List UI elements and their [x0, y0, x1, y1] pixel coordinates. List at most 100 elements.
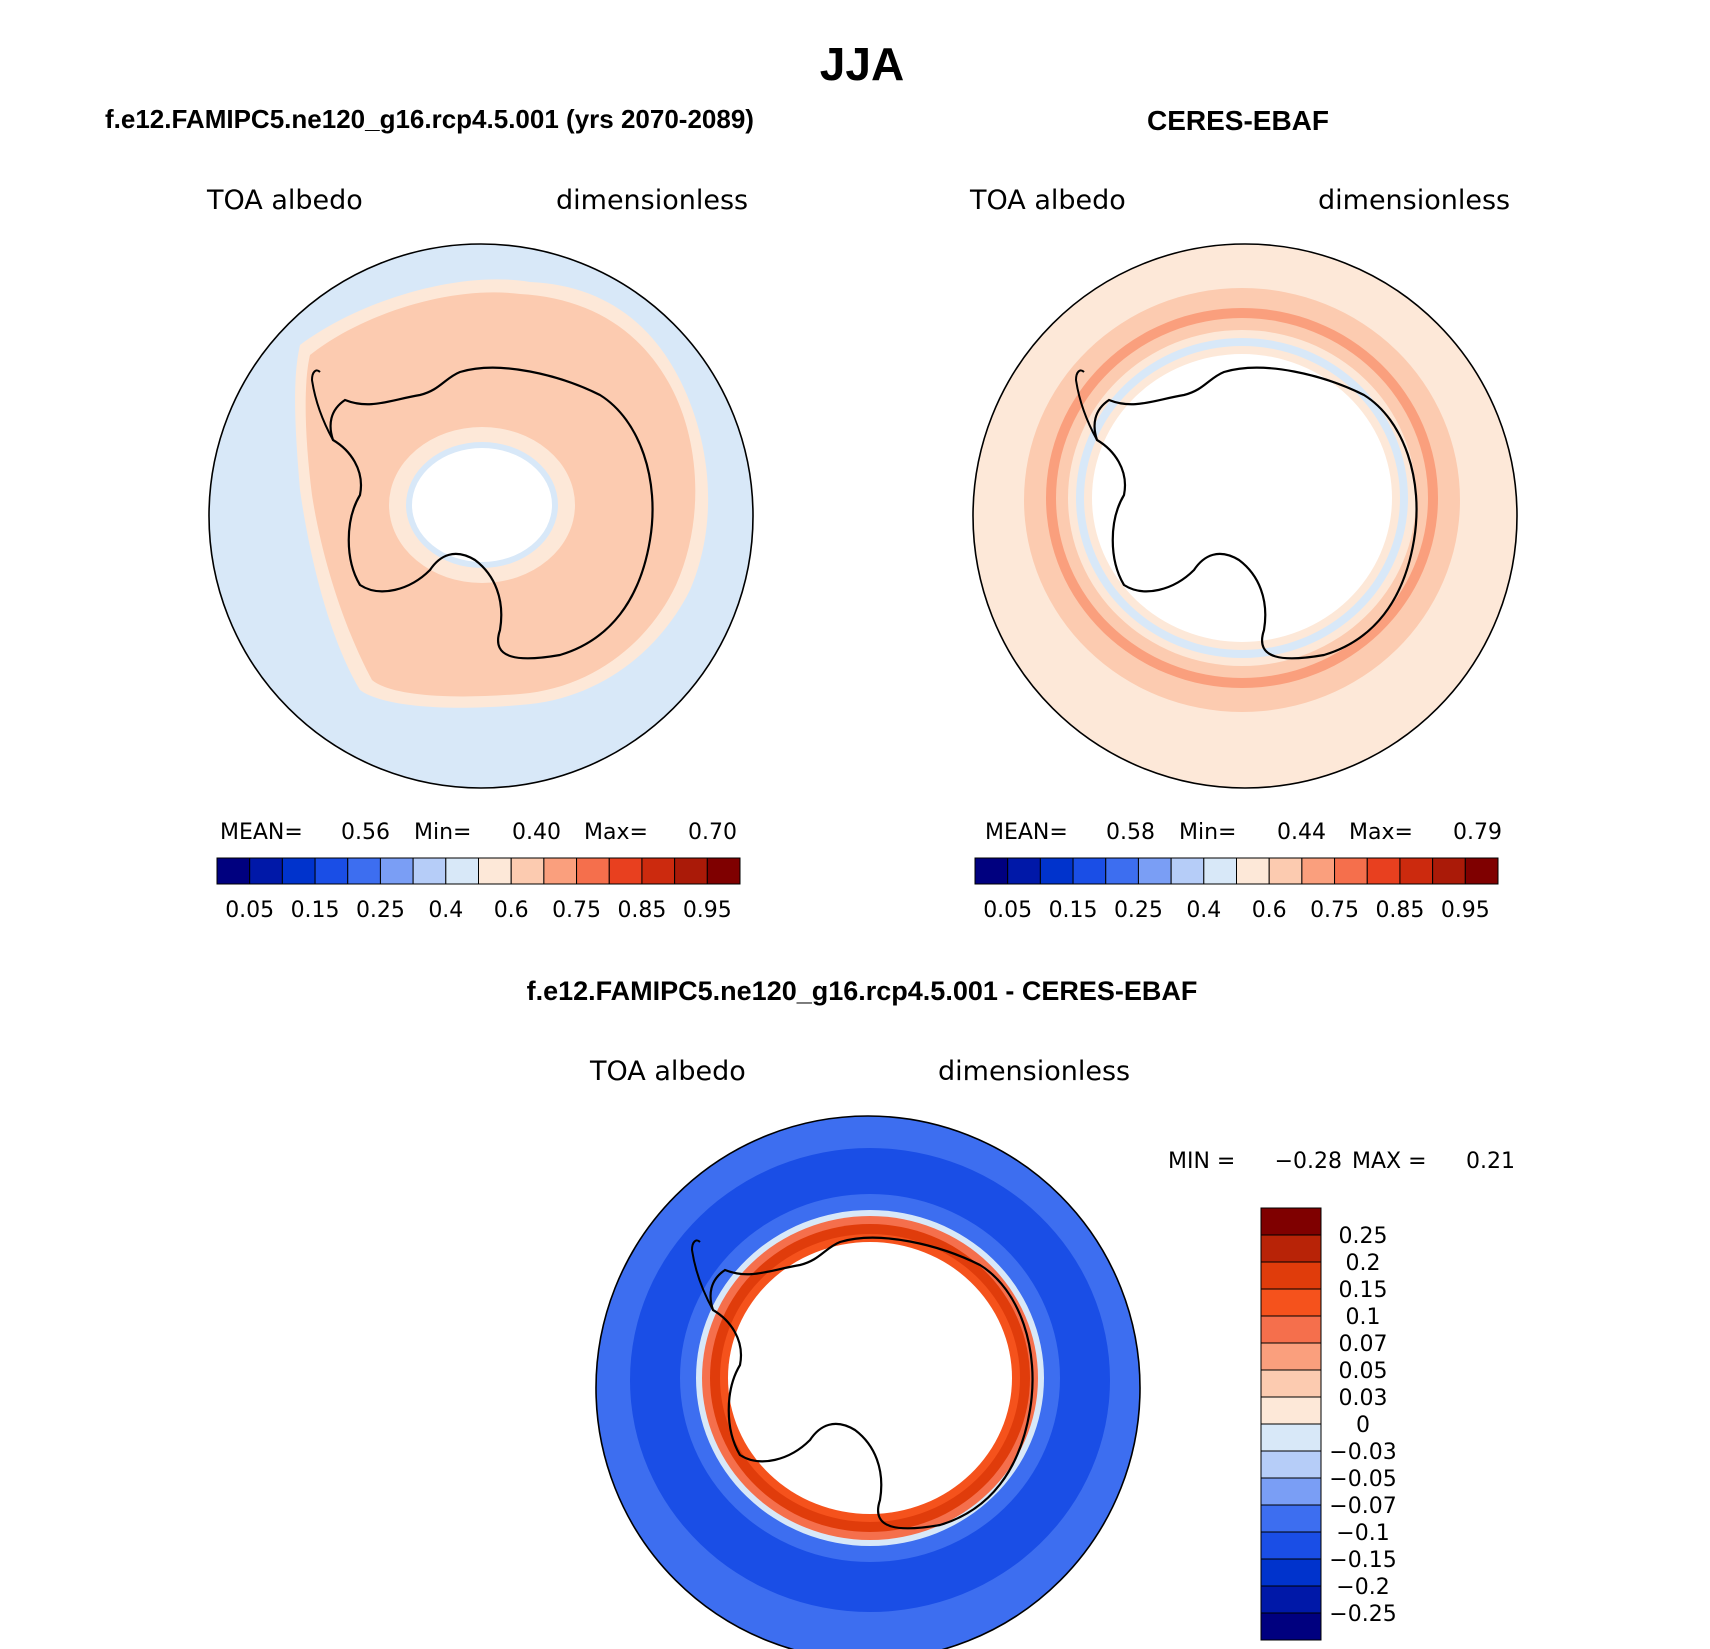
colorbar-swatch — [478, 857, 512, 885]
model-peninsula-coastline — [310, 369, 334, 441]
obs-colorbar: 0.05 0.15 0.25 0.4 0.6 0.75 0.85 0.95 — [974, 857, 1499, 923]
colorbar-swatch — [1260, 1207, 1322, 1236]
colorbar-swatch — [445, 857, 479, 885]
colorbar-swatch — [1260, 1396, 1322, 1425]
obs-min-value: 0.44 — [1277, 820, 1326, 845]
colorbar-swatch — [412, 857, 447, 885]
panel-diff: f.e12.FAMIPC5.ne120_g16.rcp4.5.001 - CER… — [527, 976, 1515, 1649]
colorbar-swatch — [1260, 1261, 1322, 1290]
colorbar-tick-label: 0.25 — [1114, 898, 1163, 923]
colorbar-swatch — [1464, 857, 1499, 885]
colorbar-swatch — [706, 857, 741, 885]
obs-map-boundary — [972, 243, 1518, 789]
colorbar-tick-label: 0.1 — [1346, 1305, 1381, 1330]
colorbar-swatch — [674, 857, 708, 885]
colorbar-tick-label: −0.2 — [1336, 1575, 1389, 1600]
colorbar-swatch — [1137, 857, 1172, 885]
colorbar-tick-label: 0.03 — [1339, 1386, 1388, 1411]
colorbar-tick-label: 0.07 — [1339, 1332, 1388, 1357]
colorbar-tick-label: −0.1 — [1336, 1521, 1389, 1546]
panel-diff-map — [596, 1116, 1140, 1649]
colorbar-tick-label: 0.15 — [1049, 898, 1098, 923]
colorbar-swatch — [1301, 857, 1336, 885]
colorbar-tick-label: 0.95 — [1441, 898, 1490, 923]
colorbar-tick-label: 0.25 — [356, 898, 405, 923]
colorbar-tick-label: −0.15 — [1329, 1548, 1396, 1573]
colorbar-swatch — [1260, 1504, 1322, 1533]
colorbar-tick-label: 0.05 — [225, 898, 274, 923]
model-antarctica-coastline — [329, 366, 654, 660]
panel-model-map — [209, 244, 753, 788]
colorbar-tick-label: 0.95 — [683, 898, 732, 923]
colorbar-swatch — [543, 857, 578, 885]
colorbar-swatch — [608, 857, 643, 885]
colorbar-swatch — [1260, 1612, 1322, 1641]
colorbar-swatch — [1260, 1531, 1322, 1560]
colorbar-swatch — [1260, 1342, 1322, 1371]
diff-map-boundary — [595, 1115, 1141, 1649]
colorbar-tick-label: 0.05 — [983, 898, 1032, 923]
colorbar-swatch — [1236, 857, 1270, 885]
colorbar-swatch — [347, 857, 381, 885]
colorbar-tick-label: 0.4 — [1186, 898, 1221, 923]
colorbar-tick-label: 0.75 — [1310, 898, 1359, 923]
colorbar-swatch — [1366, 857, 1401, 885]
colorbar-swatch — [1260, 1234, 1322, 1263]
panel-model: f.e12.FAMIPC5.ne120_g16.rcp4.5.001 (yrs … — [105, 104, 754, 923]
colorbar-tick-label: −0.07 — [1329, 1494, 1396, 1519]
model-colorbar: 0.05 0.15 0.25 0.4 0.6 0.75 0.85 0.95 — [216, 857, 741, 923]
diff-colorbar: 0.250.20.150.10.070.050.030−0.03−0.05−0.… — [1260, 1207, 1397, 1641]
colorbar-swatch — [249, 857, 283, 885]
colorbar-swatch — [1260, 1315, 1322, 1344]
colorbar-tick-label: 0.85 — [617, 898, 666, 923]
colorbar-tick-label: 0 — [1356, 1413, 1370, 1438]
panel-diff-units: dimensionless — [938, 1056, 1130, 1087]
main-title: JJA — [820, 38, 904, 90]
colorbar-swatch — [1260, 1423, 1322, 1452]
model-mean-label: MEAN= — [220, 820, 303, 845]
obs-field-missing-area — [1092, 354, 1392, 642]
colorbar-tick-label: −0.05 — [1329, 1467, 1396, 1492]
colorbar-swatch — [641, 857, 676, 885]
obs-mean-label: MEAN= — [985, 820, 1068, 845]
model-mean-value: 0.56 — [341, 820, 390, 845]
panel-obs-variable: TOA albedo — [969, 185, 1126, 216]
obs-peninsula-coastline — [1074, 369, 1098, 441]
panel-obs-map — [973, 244, 1517, 788]
diff-min-value: −0.28 — [1275, 1149, 1342, 1174]
panel-model-title: f.e12.FAMIPC5.ne120_g16.rcp4.5.001 (yrs … — [105, 104, 754, 134]
colorbar-swatch — [1260, 1558, 1322, 1587]
diff-min-label: MIN = — [1168, 1149, 1235, 1174]
panel-obs-units: dimensionless — [1318, 185, 1510, 216]
diff-max-value: 0.21 — [1466, 1149, 1515, 1174]
panel-diff-title: f.e12.FAMIPC5.ne120_g16.rcp4.5.001 - CER… — [527, 976, 1198, 1006]
colorbar-swatch — [1334, 857, 1368, 885]
obs-min-label: Min= — [1179, 820, 1236, 845]
colorbar-swatch — [1170, 857, 1205, 885]
colorbar-swatch — [281, 857, 316, 885]
colorbar-swatch — [1203, 857, 1237, 885]
colorbar-tick-label: 0.15 — [1339, 1278, 1388, 1303]
obs-mean-value: 0.58 — [1106, 820, 1155, 845]
colorbar-swatch — [510, 857, 545, 885]
colorbar-swatch — [1072, 857, 1107, 885]
model-field-missing-area — [412, 448, 552, 562]
colorbar-swatch — [1260, 1288, 1322, 1317]
model-max-label: Max= — [584, 820, 648, 845]
colorbar-swatch — [1260, 1450, 1322, 1479]
panel-diff-variable: TOA albedo — [589, 1056, 746, 1087]
diff-peninsula-coastline — [690, 1239, 714, 1311]
colorbar-swatch — [1260, 1369, 1322, 1398]
colorbar-swatch — [576, 857, 610, 885]
panel-model-units: dimensionless — [556, 185, 748, 216]
model-max-value: 0.70 — [688, 820, 737, 845]
colorbar-swatch — [1105, 857, 1139, 885]
colorbar-tick-label: −0.25 — [1329, 1602, 1396, 1627]
model-min-value: 0.40 — [512, 820, 561, 845]
diff-max-label: MAX = — [1352, 1149, 1427, 1174]
colorbar-swatch — [1260, 1477, 1322, 1506]
colorbar-swatch — [216, 857, 251, 885]
colorbar-tick-label: 0.75 — [552, 898, 601, 923]
colorbar-swatch — [1260, 1585, 1322, 1614]
